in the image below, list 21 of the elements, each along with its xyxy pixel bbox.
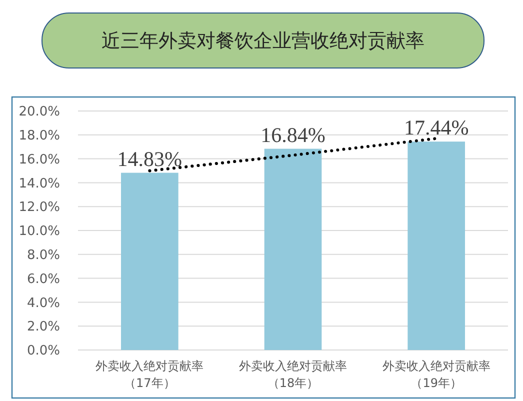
y-tick-label: 2.0% [26, 320, 60, 335]
data-label: 14.83% [117, 146, 182, 171]
y-tick-label: 8.0% [26, 248, 60, 263]
x-tick-label: 外卖收入绝对贡献率（17年） [96, 359, 204, 390]
y-tick-label: 14.0% [18, 176, 60, 192]
bar [121, 172, 178, 350]
chart-title: 近三年外卖对餐饮企业营收绝对贡献率 [102, 30, 424, 52]
x-tick-label: 外卖收入绝对贡献率（18年） [239, 359, 347, 390]
x-tick-label: 外卖收入绝对贡献率（19年） [382, 359, 490, 390]
y-tick-label: 20.0% [18, 104, 60, 120]
y-tick-label: 6.0% [26, 272, 60, 287]
y-tick-label: 18.0% [18, 128, 60, 144]
data-label: 16.84% [260, 122, 326, 147]
bar [408, 142, 465, 350]
data-label: 17.44% [404, 116, 469, 140]
y-tick-label: 4.0% [26, 296, 60, 311]
bar [264, 148, 322, 350]
y-tick-label: 10.0% [18, 224, 60, 240]
y-tick-label: 16.0% [18, 152, 60, 168]
y-tick-label: 12.0% [18, 200, 60, 216]
y-tick-label: 0.0% [26, 344, 60, 359]
